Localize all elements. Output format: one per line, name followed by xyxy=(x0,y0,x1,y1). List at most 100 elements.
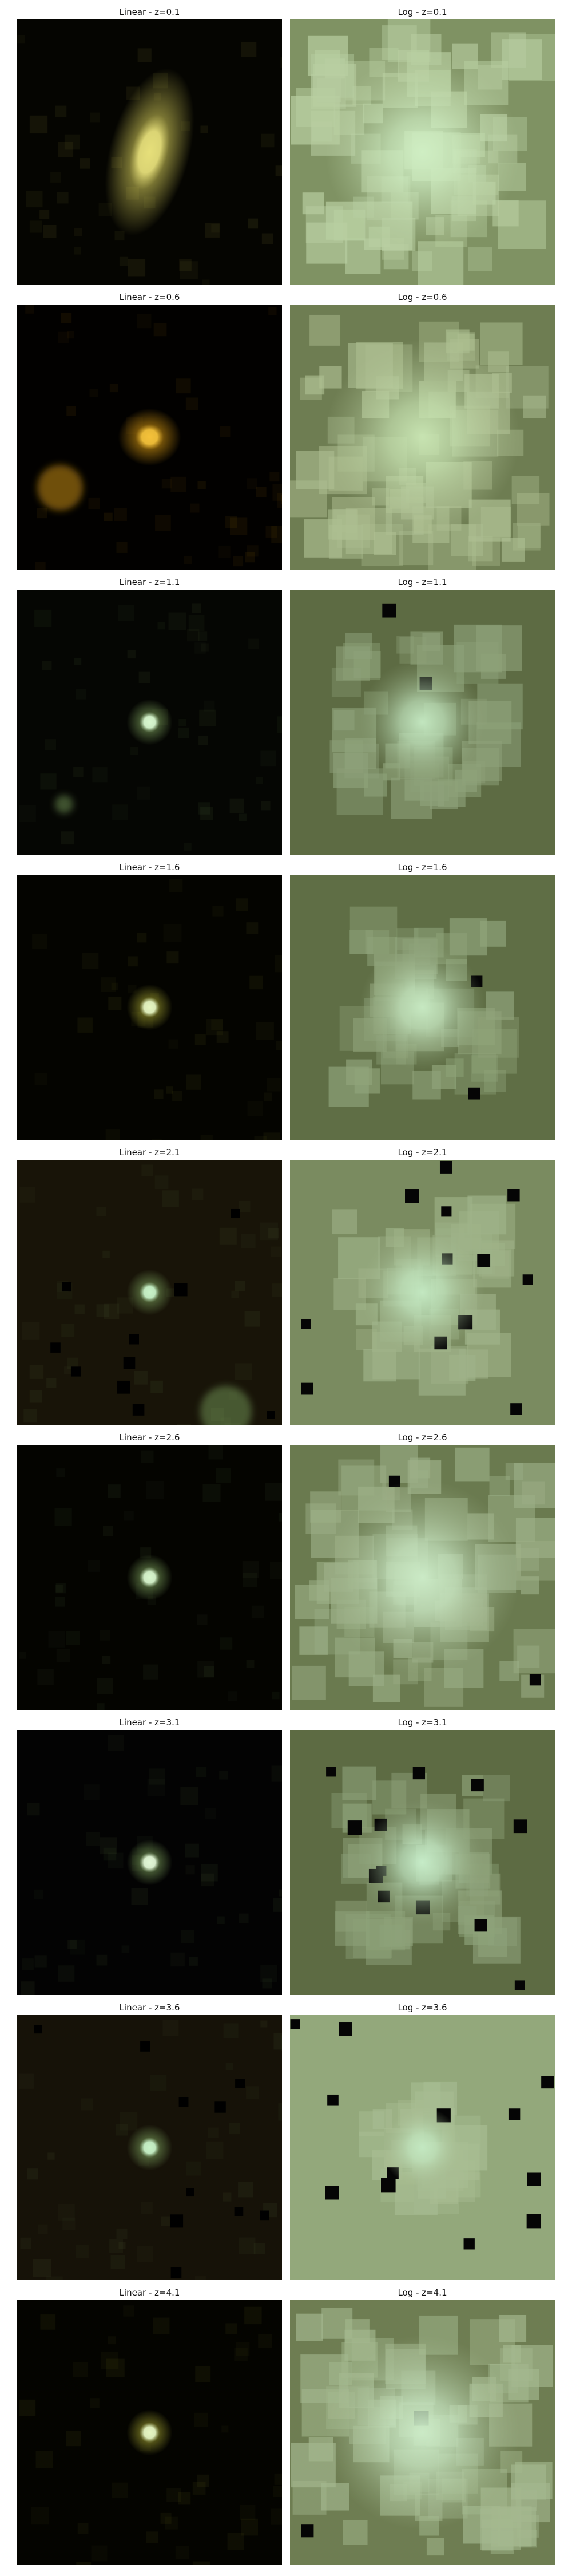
noise-patch xyxy=(247,545,259,557)
dark-pixel xyxy=(186,2188,194,2197)
noise-patch xyxy=(235,1281,245,1291)
noise-patch xyxy=(74,1304,85,1314)
noise-patch xyxy=(90,2398,100,2408)
noise-patch xyxy=(272,1691,280,1700)
noise-patch xyxy=(296,2313,323,2341)
noise-patch xyxy=(480,322,523,365)
noise-patch xyxy=(154,1175,169,1189)
noise-patch xyxy=(205,223,220,238)
dark-pixel xyxy=(174,1282,188,1297)
noise-patch xyxy=(305,206,343,244)
linear-galaxy-image xyxy=(17,1730,282,1995)
noise-patch xyxy=(138,671,150,683)
noise-patch xyxy=(246,1660,255,1668)
noise-patch xyxy=(55,1585,63,1593)
dark-pixel xyxy=(132,1404,145,1416)
noise-patch xyxy=(239,813,247,822)
noise-patch xyxy=(271,2508,282,2525)
noise-patch xyxy=(19,2399,36,2416)
noise-patch xyxy=(468,247,492,271)
galaxy-core xyxy=(105,68,194,236)
dark-pixel xyxy=(474,1919,487,1932)
noise-patch xyxy=(89,389,98,397)
noise-patch xyxy=(221,2425,229,2433)
noise-patch xyxy=(194,2412,209,2427)
noise-patch xyxy=(102,1655,111,1664)
noise-patch xyxy=(197,1661,214,1678)
noise-patch xyxy=(273,2033,282,2050)
noise-patch xyxy=(499,1661,519,1681)
dark-pixel xyxy=(507,1189,520,1202)
noise-patch xyxy=(227,2532,244,2550)
noise-patch xyxy=(208,2127,219,2138)
noise-patch xyxy=(521,1576,539,1595)
noise-patch xyxy=(67,1939,77,1949)
noise-patch xyxy=(146,1481,164,1499)
noise-patch xyxy=(192,1188,204,1200)
noise-patch xyxy=(277,493,282,508)
noise-patch xyxy=(278,2103,282,2121)
noise-patch xyxy=(185,397,198,410)
noise-patch xyxy=(29,1365,44,1379)
noise-patch xyxy=(192,2482,206,2495)
noise-patch xyxy=(343,2520,368,2545)
noise-patch xyxy=(490,2530,514,2554)
noise-patch xyxy=(199,709,216,726)
noise-patch xyxy=(272,1283,282,1297)
dark-pixel xyxy=(123,1357,136,1369)
noise-patch xyxy=(76,2562,92,2565)
noise-patch xyxy=(225,2323,237,2335)
noise-patch xyxy=(278,1512,282,1522)
noise-patch xyxy=(192,2561,210,2565)
noise-patch xyxy=(102,1526,113,1536)
dark-pixel xyxy=(441,1206,452,1217)
noise-patch xyxy=(472,537,500,566)
noise-patch xyxy=(274,2473,282,2485)
noise-patch xyxy=(194,1034,206,1045)
noise-patch xyxy=(165,2516,178,2530)
noise-patch xyxy=(66,2431,81,2447)
dark-pixel xyxy=(347,1820,362,1835)
log-galaxy-image xyxy=(290,19,555,285)
noise-patch xyxy=(260,133,275,148)
noise-patch xyxy=(197,2474,209,2487)
noise-patch xyxy=(62,2217,76,2230)
log-image-panel xyxy=(290,2300,555,2565)
noise-patch xyxy=(271,1246,281,1257)
noise-patch xyxy=(157,622,165,630)
noise-patch xyxy=(267,1077,281,1092)
noise-patch xyxy=(290,480,327,518)
dark-pixel xyxy=(522,1274,533,1285)
noise-patch xyxy=(110,2254,125,2269)
noise-patch xyxy=(185,1843,199,1858)
noise-patch xyxy=(234,2347,248,2361)
linear-image-panel xyxy=(17,1445,282,1710)
noise-patch xyxy=(335,1900,367,1932)
noise-patch xyxy=(239,1200,251,1213)
noise-patch xyxy=(343,643,380,681)
noise-patch xyxy=(202,279,210,285)
noise-patch xyxy=(58,331,70,343)
noise-patch xyxy=(502,39,542,80)
dark-pixel xyxy=(513,1819,527,1834)
noise-patch xyxy=(147,1779,165,1796)
noise-patch xyxy=(19,805,36,823)
noise-patch xyxy=(84,1784,100,1800)
noise-patch xyxy=(517,1645,540,1668)
linear-panel-title: Linear - z=2.1 xyxy=(119,1147,180,1157)
noise-patch xyxy=(121,1945,130,1953)
noise-patch xyxy=(137,48,152,62)
noise-patch xyxy=(27,2168,38,2180)
galaxy-core xyxy=(325,1480,520,1675)
noise-patch xyxy=(246,922,259,935)
noise-patch xyxy=(19,1187,35,1203)
noise-patch xyxy=(365,930,390,954)
noise-patch xyxy=(198,736,208,745)
noise-patch xyxy=(256,1022,274,1040)
noise-patch xyxy=(515,1541,555,1581)
linear-image-panel xyxy=(17,1730,282,1995)
noise-patch xyxy=(54,1508,72,1526)
noise-patch xyxy=(248,218,259,229)
log-galaxy-image xyxy=(290,590,555,855)
noise-patch xyxy=(112,804,128,821)
